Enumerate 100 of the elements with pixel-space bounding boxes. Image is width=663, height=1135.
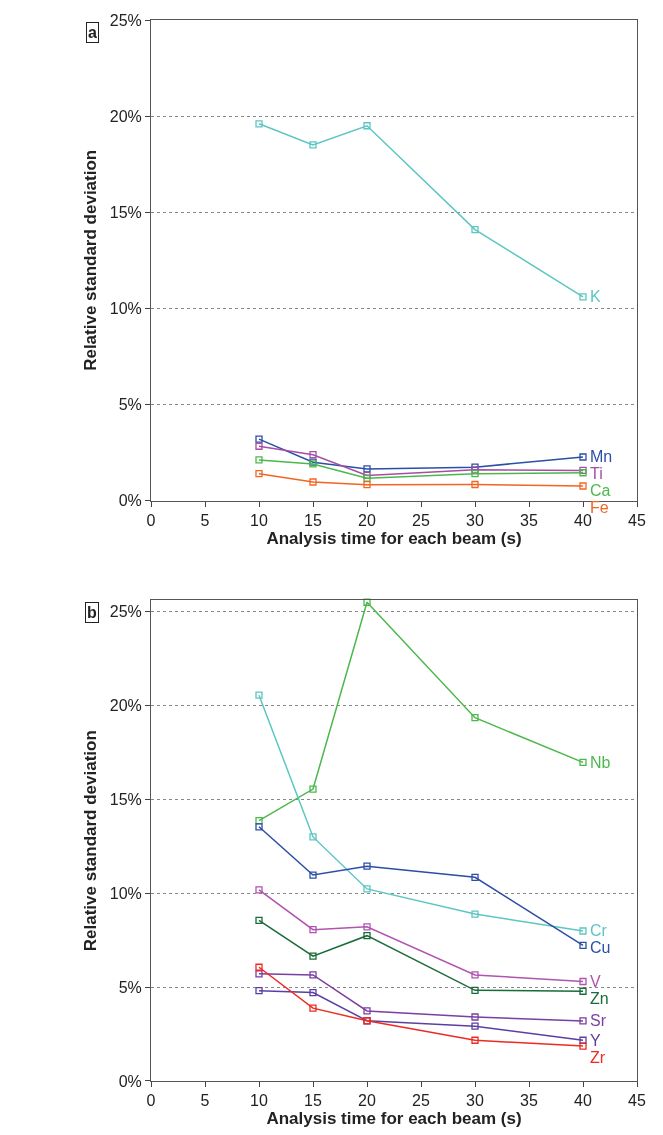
x-tick-label: 40 [574,511,592,529]
x-tick-label: 10 [250,1092,268,1110]
series-label: K [590,288,601,305]
x-axis-title: Analysis time for each beam (s) [266,528,522,548]
point [309,1004,317,1012]
x-tick-label: 30 [466,1092,484,1110]
point [471,480,479,489]
series-label: Cr [590,922,608,939]
series-label: Fe [590,499,609,516]
point [255,823,263,831]
series-label: Cu [590,939,611,956]
point [471,873,479,881]
y-tick-label: 0% [118,1072,142,1090]
point [579,482,587,490]
point [363,932,371,940]
point [363,862,371,870]
point [309,988,317,997]
y-tick-label: 15% [109,790,142,808]
y-tick-label: 0% [118,492,142,510]
x-tick-label: 5 [200,511,210,529]
point [309,926,317,934]
point [309,952,317,960]
chart-title: b [87,604,97,621]
point [579,1036,587,1044]
point [471,225,479,234]
point [363,923,371,931]
series-label: Mn [590,448,613,465]
x-tick-label: 20 [358,1092,376,1110]
point [309,871,317,879]
x-tick-label: 30 [466,511,484,529]
point [471,1022,479,1030]
point [309,785,317,793]
y-axis-title: Relative standard deviation [81,149,101,371]
y-axis-title: Relative standard deviation [81,730,101,952]
point [471,470,479,478]
point [471,1013,479,1021]
y-tick-label: 10% [109,884,142,902]
x-tick-label: 0 [146,511,156,529]
series-label: Zr [590,1049,606,1066]
point [309,478,317,486]
point [579,1017,587,1025]
series-label: V [590,973,601,990]
point [579,1042,587,1050]
point [471,1036,479,1044]
series-label: Y [590,1032,601,1049]
point [471,986,479,994]
point [363,122,371,130]
point [255,456,263,464]
point [579,941,587,950]
x-tick-label: 5 [200,1092,210,1110]
point [255,442,263,450]
x-tick-label: 40 [574,1092,592,1110]
point [255,963,263,971]
point [471,971,479,979]
point [255,816,263,825]
y-tick-label: 20% [109,107,142,125]
point [363,1007,371,1015]
x-tick-label: 15 [304,1092,322,1110]
point [471,714,479,722]
y-tick-label: 25% [109,11,142,29]
x-tick-label: 15 [304,511,322,529]
x-tick-label: 20 [358,511,376,529]
point [255,120,263,128]
y-tick-label: 20% [109,697,142,715]
x-tick-label: 45 [628,511,646,529]
x-tick-label: 45 [628,1092,646,1110]
point [579,927,587,935]
series-label: Ca [590,482,611,499]
series-label: Ti [590,465,603,482]
point [255,970,263,978]
series-label: Nb [590,754,611,771]
point [255,916,263,924]
point [363,465,371,473]
point [309,971,317,979]
series-label: Zn [590,990,609,1007]
point [309,141,317,149]
y-tick-label: 15% [109,203,142,221]
point [579,453,587,461]
point [255,691,263,699]
x-tick-label: 35 [520,1092,538,1110]
x-axis-title: Analysis time for each beam (s) [266,1109,522,1129]
x-tick-label: 10 [250,511,268,529]
point [255,435,263,443]
point [579,758,587,767]
point [309,833,317,841]
point [579,987,587,995]
point [363,885,371,893]
y-tick-label: 5% [118,978,142,996]
point [255,987,263,995]
y-tick-label: 5% [118,396,142,414]
x-tick-label: 35 [520,511,538,529]
point [363,481,371,489]
point [363,598,371,606]
y-tick-label: 25% [109,603,142,621]
point [255,470,263,478]
point [309,451,317,459]
point [255,886,263,894]
series-label: Sr [590,1012,607,1029]
point [579,977,587,986]
x-tick-label: 25 [412,511,430,529]
